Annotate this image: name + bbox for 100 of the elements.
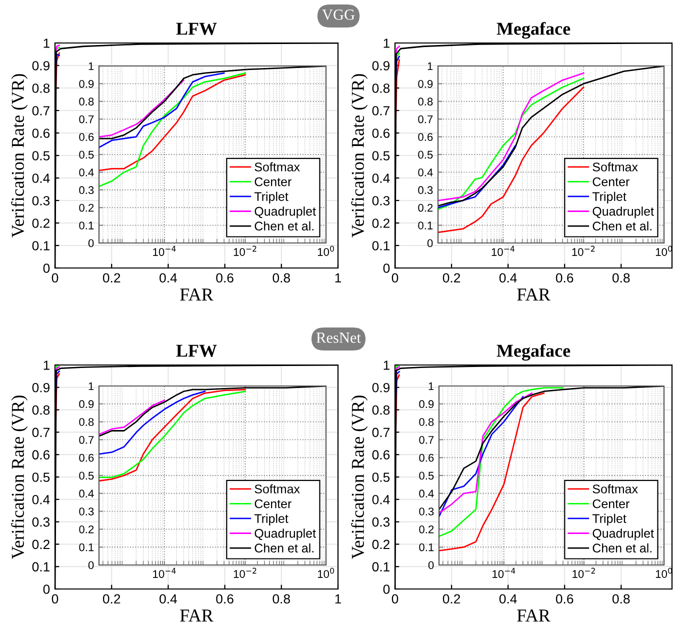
chart-title: LFW [176,22,217,35]
x-tick-label: 0.2 [102,273,120,283]
legend-label: Softmax [254,162,300,172]
y-tick-label: 0 [88,239,94,248]
y-tick-label: 0.5 [32,472,50,482]
legend-label: Triplet [592,192,626,204]
y-tick-label: 0.3 [418,186,433,194]
x-tick-label: 0.6 [556,273,574,283]
x-tick-label: 0 [52,594,58,604]
x-tick-label: 0.8 [612,594,630,604]
legend-label: Quadruplet [592,528,654,540]
y-tick-label: 0.7 [419,436,434,444]
y-tick-label: 0.7 [372,106,390,116]
y-tick-label: 0.6 [79,454,94,462]
legend-label: Triplet [254,192,288,204]
y-tick-label: 1 [44,360,50,370]
x-tick-label: 0.6 [216,594,234,604]
x-tick-label: 10$^{−2}$ [572,246,595,256]
y-tick-label: 0.8 [372,405,390,415]
y-tick-label: 0.6 [372,450,390,460]
x-tick-label: 1 [335,594,342,604]
y-tick-label: 0.8 [419,418,434,426]
legend-label: Triplet [592,514,626,526]
x-tick-label: 0 [52,273,58,283]
y-tick-label: 0.4 [32,494,50,504]
x-tick-label: 0.8 [612,273,630,283]
y-tick-label: 0.2 [418,204,433,212]
y-tick-label: 0.5 [418,150,433,159]
y-tick-label: 1 [88,62,94,70]
y-tick-label: 0.9 [419,400,434,408]
y-tick-label: 0.2 [419,525,434,534]
y-tick-label: 0.5 [32,151,50,160]
y-tick-label: 1 [384,360,390,370]
y-tick-label: 0.6 [79,133,94,141]
y-tick-label: 1 [44,38,50,48]
chart-title: Megaface [496,22,570,39]
y-tick-label: 0.8 [32,405,50,415]
x-tick-label: 10$^{−2}$ [234,246,256,256]
x-tick-label: 0.6 [556,594,574,604]
x-tick-label: 0.2 [442,273,460,283]
y-tick-label: 0 [43,584,50,594]
legend-label: Chen et al. [254,221,314,231]
legend-label: Chen et al. [592,221,652,231]
x-tick-label: 10$^{−2}$ [234,568,256,578]
legend-label: Quadruplet [592,206,654,218]
y-tick-label: 0.8 [79,98,94,106]
y-tick-label: 0.7 [418,115,433,124]
y-tick-label: 0.5 [79,472,94,480]
y-tick-label: 0.5 [372,472,390,482]
y-axis-title: Verification Rate (VR) [11,74,28,238]
x-tick-label: 0.2 [442,594,460,604]
x-tick-label: 10$^{−4}$ [153,568,176,578]
x-tick-label: 0.4 [499,273,517,283]
y-tick-label: 0.3 [79,186,94,194]
y-tick-label: 0.5 [419,472,434,480]
y-tick-label: 0.2 [372,218,390,228]
y-tick-label: 0.2 [79,525,94,534]
x-axis-title: FAR [517,610,550,622]
y-tick-label: 0.3 [79,508,94,516]
y-tick-label: 0.9 [32,382,50,392]
y-tick-label: 0.4 [372,174,390,183]
y-tick-label: 0.8 [79,418,94,426]
y-tick-label: 0.4 [419,490,434,498]
y-tick-label: 0.6 [32,128,50,138]
y-tick-label: 0.8 [32,84,50,93]
legend-label: Center [592,177,630,186]
y-tick-label: 0.9 [372,382,390,392]
y-axis-title: Verification Rate (VR) [351,396,368,560]
y-tick-label: 0.4 [32,174,50,183]
y-tick-label: 0.2 [32,218,50,228]
x-tick-label: 0.4 [160,594,177,604]
y-tick-label: 0.5 [372,151,390,160]
y-tick-label: 0.9 [372,61,390,70]
y-tick-label: 0.3 [32,517,50,527]
y-axis-title: Verification Rate (VR) [11,396,28,560]
y-tick-label: 0.7 [372,428,390,438]
legend-label: Triplet [254,514,288,526]
y-tick-label: 0.1 [419,543,434,552]
x-tick-label: 0 [392,273,398,283]
legend-label: Quadruplet [254,528,316,540]
x-tick-label: 10$^{−4}$ [153,246,176,256]
y-tick-label: 0.1 [372,241,390,250]
y-tick-label: 0.6 [419,454,434,462]
y-tick-label: 0.8 [418,98,433,106]
x-tick-label: 10$^{−4}$ [492,568,516,578]
y-tick-label: 0.3 [372,196,390,206]
y-tick-label: 0.1 [32,241,50,250]
x-tick-label: 10$^{−2}$ [572,568,595,578]
y-tick-label: 0.2 [79,204,94,212]
y-tick-label: 0.1 [372,562,390,572]
legend-label: Softmax [254,484,300,494]
x-tick-label: 10$^{0}$ [318,246,334,256]
x-tick-label: 0.4 [160,273,177,283]
y-tick-label: 0.1 [32,562,50,572]
legend-label: Center [254,177,292,186]
y-tick-label: 0.9 [32,61,50,70]
y-tick-label: 0.4 [372,494,390,504]
y-tick-label: 0.2 [372,540,390,550]
legend-label: Chen et al. [592,543,652,553]
y-tick-label: 0.9 [418,80,433,88]
